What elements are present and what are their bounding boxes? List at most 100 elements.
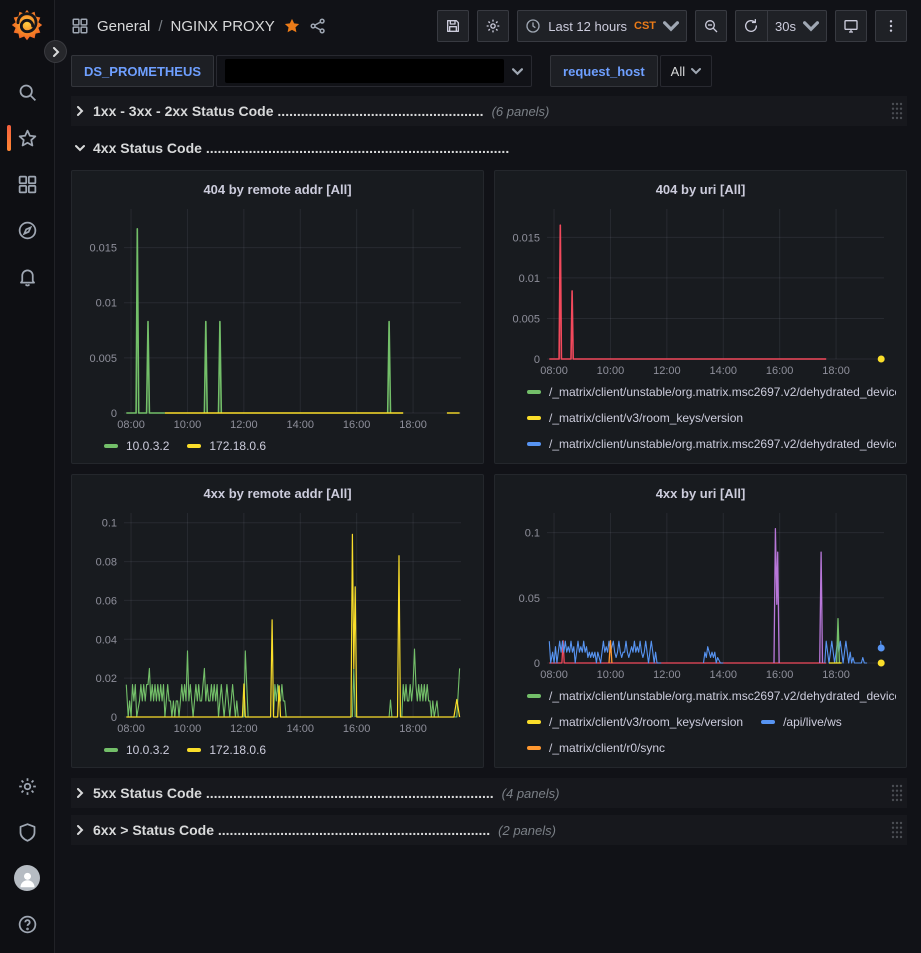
zoom-out-time-button[interactable] bbox=[695, 10, 727, 42]
legend-label: 172.18.0.6 bbox=[209, 439, 266, 453]
legend-label: 10.0.3.2 bbox=[126, 743, 169, 757]
kebab-menu-icon bbox=[883, 18, 899, 34]
panel-title[interactable]: 4xx by remote addr [All] bbox=[82, 481, 473, 505]
redacted-value bbox=[225, 59, 504, 83]
more-options-button[interactable] bbox=[875, 10, 907, 42]
svg-text:08:00: 08:00 bbox=[117, 723, 145, 735]
svg-text:0.015: 0.015 bbox=[89, 243, 117, 255]
gear-icon bbox=[17, 776, 38, 797]
favorite-star-icon[interactable] bbox=[283, 17, 301, 35]
datasource-variable-label[interactable]: DS_PROMETHEUS bbox=[71, 55, 214, 87]
legend-item[interactable]: /_matrix/client/unstable/org.matrix.msc2… bbox=[527, 687, 896, 705]
sidebar-item-starred[interactable] bbox=[0, 115, 55, 161]
row-title: 6xx > Status Code ......................… bbox=[93, 822, 490, 838]
sidebar-item-server-admin[interactable] bbox=[0, 809, 55, 855]
svg-text:0.1: 0.1 bbox=[102, 518, 117, 530]
panel-title[interactable]: 404 by uri [All] bbox=[505, 177, 896, 201]
request-host-value-text: All bbox=[671, 64, 685, 79]
row-panel-count: (4 panels) bbox=[502, 786, 560, 801]
time-range-label: Last 12 hours bbox=[548, 19, 627, 34]
request-host-variable-label[interactable]: request_host bbox=[550, 55, 658, 87]
svg-text:0: 0 bbox=[534, 354, 540, 366]
star-icon bbox=[17, 128, 38, 149]
svg-text:0.04: 0.04 bbox=[96, 634, 117, 646]
legend-label: /_matrix/client/unstable/org.matrix.msc2… bbox=[549, 437, 896, 451]
legend-swatch bbox=[104, 748, 118, 752]
grafana-logo[interactable] bbox=[8, 7, 46, 45]
row-4xx[interactable]: 4xx Status Code ........................… bbox=[71, 133, 907, 163]
svg-text:0.1: 0.1 bbox=[525, 528, 540, 540]
sidebar-item-alerting[interactable] bbox=[0, 253, 55, 299]
tv-mode-button[interactable] bbox=[835, 10, 867, 42]
legend-item[interactable]: /api/live/ws bbox=[761, 713, 842, 731]
legend-label: /_matrix/client/unstable/org.matrix.msc2… bbox=[549, 385, 896, 399]
svg-text:10:00: 10:00 bbox=[174, 419, 202, 431]
sidebar-item-dashboards[interactable] bbox=[0, 161, 55, 207]
share-icon[interactable] bbox=[309, 17, 327, 35]
sidebar bbox=[0, 0, 55, 953]
legend-item[interactable]: 10.0.3.2 bbox=[104, 741, 169, 759]
legend-swatch bbox=[187, 444, 201, 448]
legend-item[interactable]: 172.18.0.6 bbox=[187, 741, 266, 759]
panel-title[interactable]: 4xx by uri [All] bbox=[505, 481, 896, 505]
time-series-chart: 08:0010:0012:0014:0016:0018:0000.020.040… bbox=[82, 505, 473, 737]
dashboard-settings-button[interactable] bbox=[477, 10, 509, 42]
refresh-icon bbox=[743, 18, 759, 34]
breadcrumb-section[interactable]: General bbox=[97, 18, 150, 35]
svg-text:0.02: 0.02 bbox=[96, 673, 117, 685]
chevron-down-icon bbox=[803, 18, 819, 34]
legend-item[interactable]: /_matrix/client/v3/room_keys/version bbox=[527, 713, 743, 731]
panel-title[interactable]: 404 by remote addr [All] bbox=[82, 177, 473, 201]
row-drag-handle[interactable] bbox=[891, 821, 903, 839]
breadcrumb-separator: / bbox=[158, 18, 162, 35]
monitor-icon bbox=[843, 18, 859, 34]
datasource-variable-value[interactable] bbox=[216, 55, 532, 87]
row-5xx[interactable]: 5xx Status Code ........................… bbox=[71, 778, 907, 808]
time-range-picker[interactable]: Last 12 hours CST bbox=[517, 10, 687, 42]
row-drag-handle[interactable] bbox=[891, 784, 903, 802]
sidebar-item-help[interactable] bbox=[0, 901, 55, 947]
row-title: 1xx - 3xx - 2xx Status Code ............… bbox=[93, 103, 484, 119]
legend-item[interactable]: /_matrix/client/unstable/org.matrix.msc2… bbox=[527, 435, 896, 453]
sidebar-item-configuration[interactable] bbox=[0, 763, 55, 809]
svg-text:0.05: 0.05 bbox=[519, 593, 540, 605]
svg-text:0.005: 0.005 bbox=[512, 313, 540, 325]
legend-swatch bbox=[527, 390, 541, 394]
row-drag-handle[interactable] bbox=[891, 102, 903, 120]
legend-label: 10.0.3.2 bbox=[126, 439, 169, 453]
row-6xx[interactable]: 6xx > Status Code ......................… bbox=[71, 815, 907, 845]
refresh-interval-label: 30s bbox=[775, 19, 796, 34]
breadcrumb-dashboard-title[interactable]: NGINX PROXY bbox=[171, 18, 275, 35]
avatar bbox=[14, 865, 40, 891]
chevron-down-icon bbox=[75, 143, 85, 153]
variables-bar: DS_PROMETHEUS request_host All bbox=[55, 52, 921, 90]
timezone-label: CST bbox=[634, 20, 656, 32]
legend-item[interactable]: /_matrix/client/v3/room_keys/version bbox=[527, 409, 743, 427]
legend-item[interactable]: /_matrix/client/r0/sync bbox=[527, 739, 665, 757]
chevron-right-icon bbox=[75, 825, 85, 835]
refresh-button[interactable] bbox=[735, 10, 767, 42]
time-series-chart: 08:0010:0012:0014:0016:0018:0000.0050.01… bbox=[505, 201, 896, 379]
legend-item[interactable]: 10.0.3.2 bbox=[104, 437, 169, 455]
legend-swatch bbox=[187, 748, 201, 752]
save-dashboard-button[interactable] bbox=[437, 10, 469, 42]
save-icon bbox=[445, 18, 461, 34]
row-title: 4xx Status Code ........................… bbox=[93, 140, 509, 156]
sidebar-item-search[interactable] bbox=[0, 69, 55, 115]
time-series-chart: 08:0010:0012:0014:0016:0018:0000.0050.01… bbox=[82, 201, 473, 433]
legend-item[interactable]: 172.18.0.6 bbox=[187, 437, 266, 455]
sidebar-item-explore[interactable] bbox=[0, 207, 55, 253]
dashboard-toolbar: Last 12 hours CST 30s bbox=[437, 10, 907, 42]
legend-item[interactable]: /_matrix/client/unstable/org.matrix.msc2… bbox=[527, 383, 896, 401]
sidebar-collapse-button[interactable] bbox=[44, 40, 67, 63]
legend: 10.0.3.2 172.18.0.6 bbox=[82, 737, 473, 759]
svg-text:0: 0 bbox=[111, 712, 117, 724]
svg-text:0.005: 0.005 bbox=[89, 353, 117, 365]
refresh-interval-dropdown[interactable]: 30s bbox=[767, 10, 827, 42]
svg-text:16:00: 16:00 bbox=[343, 723, 371, 735]
clock-icon bbox=[525, 18, 541, 34]
row-1xx-3xx-2xx[interactable]: 1xx - 3xx - 2xx Status Code ............… bbox=[71, 96, 907, 126]
dashboard-header: General / NGINX PROXY Last 12 hours CST bbox=[55, 0, 921, 52]
sidebar-item-profile[interactable] bbox=[0, 855, 55, 901]
request-host-variable-value[interactable]: All bbox=[660, 55, 712, 87]
